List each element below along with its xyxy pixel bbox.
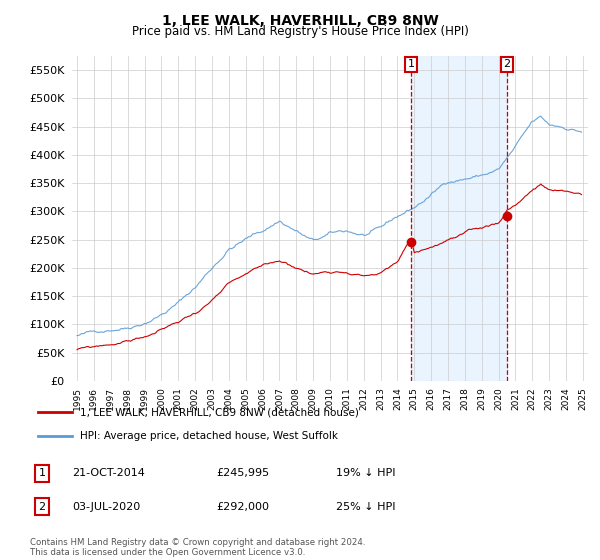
Text: 1, LEE WALK, HAVERHILL, CB9 8NW: 1, LEE WALK, HAVERHILL, CB9 8NW bbox=[161, 14, 439, 28]
Text: HPI: Average price, detached house, West Suffolk: HPI: Average price, detached house, West… bbox=[80, 431, 338, 441]
Text: £292,000: £292,000 bbox=[216, 502, 269, 512]
Text: Contains HM Land Registry data © Crown copyright and database right 2024.
This d: Contains HM Land Registry data © Crown c… bbox=[30, 538, 365, 557]
Text: Price paid vs. HM Land Registry's House Price Index (HPI): Price paid vs. HM Land Registry's House … bbox=[131, 25, 469, 38]
Text: 1, LEE WALK, HAVERHILL, CB9 8NW (detached house): 1, LEE WALK, HAVERHILL, CB9 8NW (detache… bbox=[80, 408, 359, 418]
Text: £245,995: £245,995 bbox=[216, 468, 269, 478]
Text: 1: 1 bbox=[38, 468, 46, 478]
Text: 03-JUL-2020: 03-JUL-2020 bbox=[72, 502, 140, 512]
Text: 19% ↓ HPI: 19% ↓ HPI bbox=[336, 468, 395, 478]
Bar bbox=[411, 56, 507, 381]
Text: 2: 2 bbox=[38, 502, 46, 512]
Text: 25% ↓ HPI: 25% ↓ HPI bbox=[336, 502, 395, 512]
Text: 2: 2 bbox=[503, 59, 511, 69]
Text: 21-OCT-2014: 21-OCT-2014 bbox=[72, 468, 145, 478]
Text: 1: 1 bbox=[407, 59, 415, 69]
